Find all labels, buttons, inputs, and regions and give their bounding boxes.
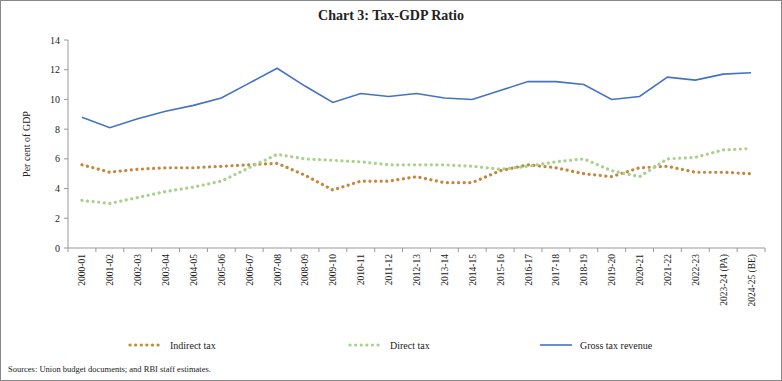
x-tick [123,248,124,252]
x-tick-label: 2015-16 [496,254,506,286]
y-tick [64,218,68,219]
y-tick [64,40,68,41]
legend-label: Gross tax revenue [580,340,653,351]
x-tick-label: 2016-17 [524,254,534,286]
legend-swatch [130,343,162,346]
x-tick [541,248,542,252]
x-tick-label: 2013-14 [440,254,450,286]
y-tick [64,188,68,189]
x-tick-label: 2008-09 [300,254,310,286]
x-tick [458,248,459,252]
x-tick-label: 2019-20 [607,254,617,286]
x-tick-label: 2018-19 [579,254,589,286]
x-tick-label: 2012-13 [412,254,422,286]
y-tick-label: 12 [50,64,60,75]
y-tick-label: 14 [50,35,60,46]
series-line [82,68,751,127]
y-tick-label: 6 [55,153,60,164]
x-tick [346,248,347,252]
y-tick-label: 0 [55,243,60,254]
x-tick-label: 2020-21 [635,254,645,286]
legend-label: Direct tax [390,340,430,351]
x-tick [179,248,180,252]
plot-area [82,68,751,203]
y-tick [64,129,68,130]
y-tick [64,158,68,159]
x-tick-label: 2024-25 (BE) [747,254,758,307]
x-tick-label: 2005-06 [217,254,227,286]
y-tick [64,69,68,70]
x-tick-label: 2003-04 [161,254,171,286]
series-line [82,163,751,190]
x-tick [737,248,738,252]
x-tick [68,248,69,252]
y-tick-label: 10 [50,94,60,105]
x-tick-label: 2004-05 [189,254,199,286]
x-tick-label: 2009-10 [328,254,338,286]
y-axis [68,40,69,248]
y-tick-label: 8 [55,124,60,135]
x-tick-label: 2007-08 [273,254,283,286]
x-tick-label: 2011-12 [384,254,394,286]
x-tick [709,248,710,252]
x-tick-label: 2002-03 [133,254,143,286]
y-tick [64,99,68,100]
x-tick [597,248,598,252]
y-axis-label: Per cent of GDP [21,111,32,177]
x-tick [95,248,96,252]
x-tick [151,248,152,252]
legend-label: Indirect tax [170,340,216,351]
x-tick [486,248,487,252]
x-tick-label: 2014-15 [468,254,478,286]
legend-swatch [540,344,572,346]
x-tick [263,248,264,252]
x-tick [653,248,654,252]
x-tick-label: 2000-01 [77,254,87,286]
x-tick [318,248,319,252]
x-tick-label: 2017-18 [551,254,561,286]
x-tick [625,248,626,252]
x-tick [430,248,431,252]
x-tick-label: 2001-02 [105,254,115,286]
chart: Chart 3: Tax-GDP Ratio 0 2 4 6 8 10 12 14 Per cen… [0,0,782,381]
title: Chart 3: Tax-GDP Ratio [318,8,464,23]
x-tick-label: 2022-23 [691,254,701,286]
source-note: Sources: Union budget documents; and RBI… [8,364,211,374]
x-tick [569,248,570,252]
x-tick [402,248,403,252]
x-tick [207,248,208,252]
legend-swatch [350,343,382,346]
x-tick-label: 2006-07 [245,254,255,286]
y-tick-label: 4 [55,183,60,194]
x-tick-label: 2010-11 [356,254,366,286]
x-tick-label: 2021-22 [663,254,673,286]
y-tick-label: 2 [55,213,60,224]
y-tick [64,248,68,249]
x-tick [765,248,766,252]
x-tick [235,248,236,252]
frame [1,1,782,381]
x-tick [681,248,682,252]
x-tick [291,248,292,252]
x-axis [68,248,765,249]
x-tick-label: 2023-24 (PA) [719,254,730,306]
series-line [82,148,751,203]
x-tick [374,248,375,252]
x-tick [514,248,515,252]
